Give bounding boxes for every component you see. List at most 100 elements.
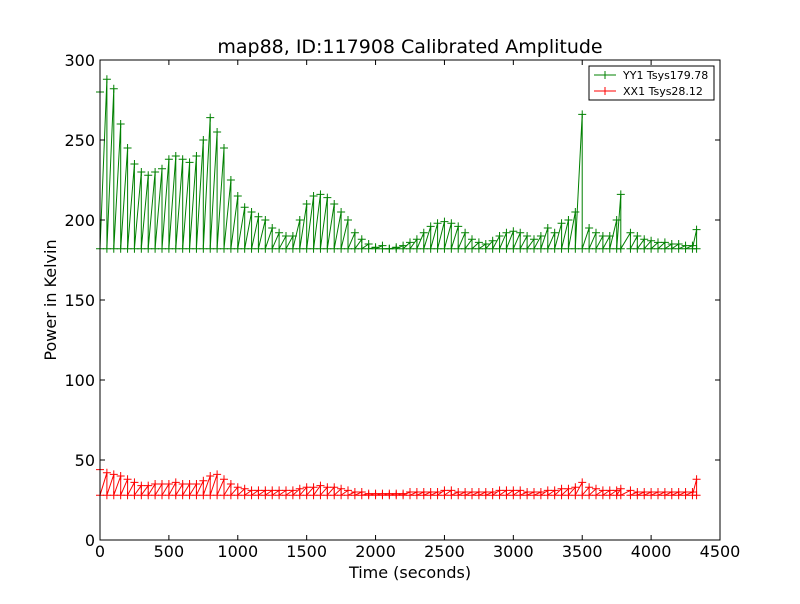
data-point-baseline — [323, 244, 332, 253]
data-point — [295, 216, 304, 224]
data-point — [185, 480, 194, 488]
data-point-baseline — [144, 244, 153, 253]
data-point-baseline — [474, 244, 483, 253]
data-point-baseline — [226, 491, 235, 500]
data-point-baseline — [158, 244, 166, 253]
data-point-baseline — [433, 491, 442, 500]
data-point-baseline — [605, 491, 614, 500]
legend-box — [588, 65, 715, 101]
y-axis: 0 50 100 150 200 250 300 — [64, 51, 720, 550]
data-point-baseline — [288, 491, 297, 500]
data-point-baseline — [654, 491, 662, 500]
data-point — [109, 470, 118, 479]
data-point — [220, 475, 228, 484]
data-point-baseline — [530, 491, 538, 500]
data-point — [557, 219, 566, 228]
legend-label: XX1 Tsys28.12 — [623, 85, 703, 98]
data-point-baseline — [412, 244, 421, 253]
data-point — [171, 152, 180, 160]
data-point-baseline — [530, 244, 538, 253]
y-tick-label: 200 — [64, 211, 95, 230]
data-point-baseline — [616, 244, 625, 253]
data-point — [309, 483, 318, 492]
data-point-baseline — [654, 244, 662, 253]
data-point-baseline — [109, 244, 118, 253]
data-point — [116, 472, 125, 480]
data-point-baseline — [440, 244, 449, 253]
data-point-baseline — [592, 244, 600, 253]
data-point-baseline — [626, 244, 635, 253]
data-point — [433, 219, 442, 228]
data-point — [612, 216, 621, 224]
x-tick-label: 1500 — [286, 542, 327, 561]
data-point — [461, 228, 470, 237]
data-point — [151, 480, 160, 488]
data-point-baseline — [316, 244, 325, 253]
x-tick-label: 4000 — [631, 542, 672, 561]
data-point-baseline — [268, 491, 277, 500]
data-point — [171, 478, 180, 487]
x-tick-label: 3000 — [493, 542, 534, 561]
data-point-baseline — [495, 491, 504, 500]
data-point — [309, 192, 318, 200]
data-point-baseline — [164, 244, 173, 253]
data-point — [199, 476, 208, 485]
data-point — [282, 232, 290, 240]
data-point — [626, 228, 635, 237]
data-point — [226, 176, 235, 184]
data-point-baseline — [412, 491, 421, 500]
x-tick-label: 500 — [154, 542, 185, 561]
data-point-baseline — [454, 244, 463, 253]
data-point-baseline — [419, 491, 428, 500]
data-point — [213, 470, 222, 479]
data-point — [233, 192, 242, 200]
data-point — [502, 228, 511, 237]
data-point-baseline — [378, 491, 387, 500]
data-point — [571, 208, 580, 216]
y-tick-label: 250 — [64, 131, 95, 150]
data-point-baseline — [220, 491, 228, 500]
data-point — [633, 232, 642, 240]
series-1 — [96, 75, 701, 253]
data-point-baseline — [633, 244, 642, 253]
y-tick-label: 0 — [85, 531, 95, 550]
data-point — [185, 158, 194, 167]
data-point — [488, 236, 497, 245]
data-point — [102, 75, 111, 84]
data-point-baseline — [681, 244, 690, 253]
data-point-baseline — [564, 244, 573, 253]
data-point — [571, 483, 580, 492]
data-point-baseline — [660, 491, 669, 500]
data-point-baseline — [543, 244, 552, 253]
data-point — [592, 228, 600, 237]
data-point-baseline — [309, 244, 318, 253]
data-point — [130, 160, 139, 168]
data-point-baseline — [692, 491, 701, 500]
data-point-baseline — [674, 491, 683, 500]
data-point-baseline — [213, 491, 222, 500]
data-point — [692, 225, 701, 234]
legend-marker — [601, 87, 609, 95]
data-point-baseline — [647, 244, 656, 253]
data-point-baseline — [302, 491, 311, 500]
data-point-baseline — [426, 244, 435, 253]
data-point-baseline — [178, 491, 187, 500]
data-point — [640, 235, 649, 244]
legend-marker — [601, 71, 609, 79]
data-point-baseline — [192, 491, 201, 500]
data-point — [164, 155, 173, 164]
data-point-baseline — [185, 244, 194, 253]
data-point-baseline — [557, 244, 566, 253]
data-point-baseline — [378, 244, 387, 253]
data-point-baseline — [130, 491, 139, 500]
data-point-baseline — [461, 244, 470, 253]
data-point-baseline — [323, 491, 332, 500]
y-tick-label: 150 — [64, 291, 95, 310]
data-point — [578, 110, 587, 119]
data-point-baseline — [275, 491, 284, 500]
data-point-baseline — [109, 491, 118, 500]
data-point-baseline — [357, 491, 366, 500]
data-point-baseline — [440, 491, 449, 500]
data-point-baseline — [598, 244, 607, 253]
data-point — [440, 217, 449, 226]
